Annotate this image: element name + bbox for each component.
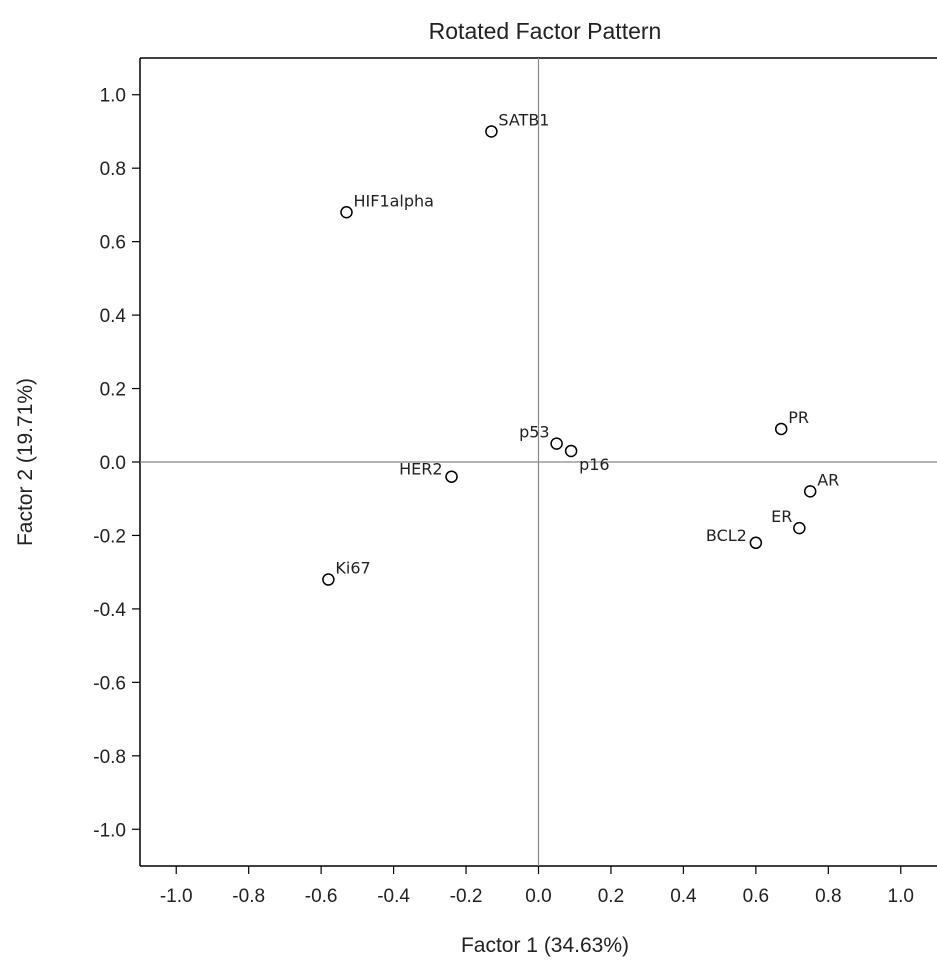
point-label: PR xyxy=(788,408,809,427)
data-point-satb1: SATB1 xyxy=(485,110,549,138)
point-label: Ki67 xyxy=(335,559,370,578)
x-tick-label: 0.2 xyxy=(598,886,624,907)
point-marker xyxy=(485,125,498,138)
point-marker xyxy=(445,470,458,483)
x-tick-label: -0.2 xyxy=(450,886,483,907)
point-marker xyxy=(564,444,578,458)
x-tick-label: 0.4 xyxy=(670,886,697,907)
point-marker xyxy=(793,521,806,535)
x-tick-label: 1.0 xyxy=(888,886,914,907)
point-marker xyxy=(322,573,335,586)
data-point-p53: p53 xyxy=(519,423,563,450)
point-marker xyxy=(340,206,353,219)
x-tick-label: -0.4 xyxy=(377,886,410,907)
x-tick-label: -0.6 xyxy=(305,886,338,907)
point-label: BCL2 xyxy=(706,526,747,545)
point-label: ER xyxy=(771,507,792,526)
chart-title: Rotated Factor Pattern xyxy=(429,18,662,44)
y-tick-label: 1.0 xyxy=(100,86,126,107)
y-tick-label: 0.4 xyxy=(100,306,127,327)
point-label: HIF1alpha xyxy=(353,191,433,210)
data-point-hif1alpha: HIF1alpha xyxy=(340,191,434,219)
y-tick-label: 0.0 xyxy=(100,453,126,474)
data-point-ki67: Ki67 xyxy=(322,559,371,586)
x-tick-label: 0.6 xyxy=(743,886,769,907)
point-label: p16 xyxy=(579,455,610,474)
point-marker xyxy=(803,485,817,498)
point-label: AR xyxy=(817,470,839,489)
point-marker xyxy=(550,437,563,450)
x-tick-label: 0.8 xyxy=(815,886,841,907)
y-tick-label: -0.6 xyxy=(93,673,126,694)
point-marker xyxy=(774,422,788,436)
point-label: SATB1 xyxy=(498,110,549,129)
y-tick-label: -1.0 xyxy=(93,820,126,841)
x-axis: -1.0 -0.8 -0.6 -0.4 -0.2 0.0 0.2 0.4 0.6 0.8 1.0 xyxy=(160,866,914,907)
y-axis-title: Factor 2 (19.71%) xyxy=(14,378,37,546)
data-point-p16: p16 xyxy=(564,444,610,474)
data-point-her2: HER2 xyxy=(399,460,458,483)
y-tick-label: 0.2 xyxy=(100,380,126,401)
data-point-pr: PR xyxy=(774,408,809,436)
point-marker xyxy=(749,536,763,550)
data-point-ar: AR xyxy=(803,470,839,498)
y-tick-label: 0.6 xyxy=(100,233,126,254)
data-point-er: ER xyxy=(771,507,806,535)
x-tick-label: -1.0 xyxy=(160,886,193,907)
plot-area xyxy=(139,57,937,867)
y-tick-label: -0.2 xyxy=(93,526,126,547)
y-tick-label: 0.8 xyxy=(100,159,126,180)
x-axis-title: Factor 1 (34.63%) xyxy=(461,934,629,957)
x-tick-label: 0.0 xyxy=(525,886,551,907)
data-point-bcl2: BCL2 xyxy=(706,526,763,550)
y-tick-label: -0.8 xyxy=(93,747,126,768)
point-label: HER2 xyxy=(399,460,442,479)
x-tick-label: -0.8 xyxy=(232,886,265,907)
data-points: SATB1 HIF1alpha p53 p16 HER2 Ki67 PR AR ER BCL2 xyxy=(322,110,839,586)
y-axis: 1.0 0.8 0.6 0.4 0.2 0.0 -0.2 -0.4 -0.6 -0.8 -1.0 xyxy=(93,86,140,841)
y-tick-label: -0.4 xyxy=(93,600,126,621)
point-label: p53 xyxy=(519,423,550,442)
